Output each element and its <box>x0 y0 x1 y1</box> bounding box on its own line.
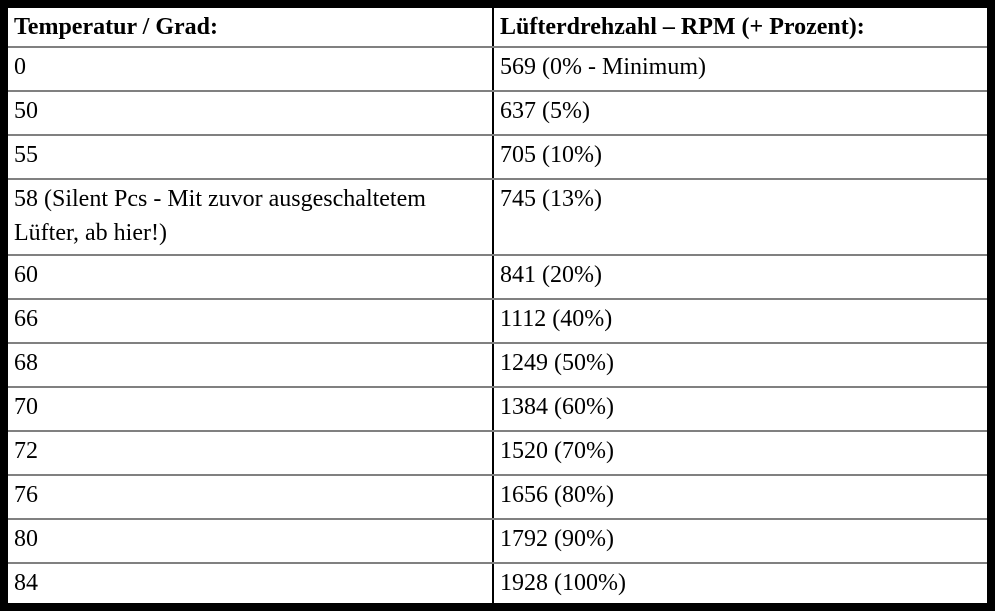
rpm-cell: 1656 (80%) <box>493 475 991 520</box>
temperature-cell: 72 <box>4 431 494 476</box>
temperature-cell: 0 <box>4 47 494 92</box>
rpm-cell: 637 (5%) <box>493 91 991 136</box>
temperature-cell: 68 <box>4 343 494 388</box>
rpm-cell: 1792 (90%) <box>493 519 991 564</box>
temperature-cell: 50 <box>4 91 494 136</box>
table-row: 72 1520 (70%) <box>4 431 991 476</box>
table-header-row: Temperatur / Grad: Lüfterdrehzahl – RPM … <box>4 4 991 48</box>
table-row: 0 569 (0% - Minimum) <box>4 47 991 92</box>
temperature-cell: 55 <box>4 135 494 180</box>
temperature-cell: 66 <box>4 299 494 344</box>
rpm-cell: 1384 (60%) <box>493 387 991 432</box>
table-row: 70 1384 (60%) <box>4 387 991 432</box>
rpm-cell: 1928 (100%) <box>500 570 626 596</box>
temperature-cell: 76 <box>4 475 494 520</box>
temperature-cell: 58 (Silent Pcs - Mit zuvor ausgeschaltet… <box>4 179 494 256</box>
table-row: 60 841 (20%) <box>4 255 991 300</box>
rpm-cell: 569 (0% - Minimum) <box>493 47 991 92</box>
temperature-cell: 60 <box>4 255 494 300</box>
table-row: 50 637 (5%) <box>4 91 991 136</box>
rpm-cell: 705 (10%) <box>493 135 991 180</box>
column-header-rpm: Lüfterdrehzahl – RPM (+ Prozent): <box>493 4 991 48</box>
table-row: 84 1928 (100%) <box>4 563 991 607</box>
column-header-temperature: Temperatur / Grad: <box>4 4 494 48</box>
rpm-cell: 1520 (70%) <box>493 431 991 476</box>
temperature-cell: 70 <box>4 387 494 432</box>
rpm-cell: 1249 (50%) <box>493 343 991 388</box>
temperature-cell: 84 <box>4 563 494 607</box>
table-row: 66 1112 (40%) <box>4 299 991 344</box>
table-row: 55 705 (10%) <box>4 135 991 180</box>
rpm-cell: 1112 (40%) <box>493 299 991 344</box>
rpm-cell: 745 (13%) <box>493 179 991 256</box>
table-row: 76 1656 (80%) <box>4 475 991 520</box>
table-row: 68 1249 (50%) <box>4 343 991 388</box>
temperature-cell: 80 <box>4 519 494 564</box>
rpm-cell: 841 (20%) <box>493 255 991 300</box>
table-row: 58 (Silent Pcs - Mit zuvor ausgeschaltet… <box>4 179 991 256</box>
table-row: 80 1792 (90%) <box>4 519 991 564</box>
